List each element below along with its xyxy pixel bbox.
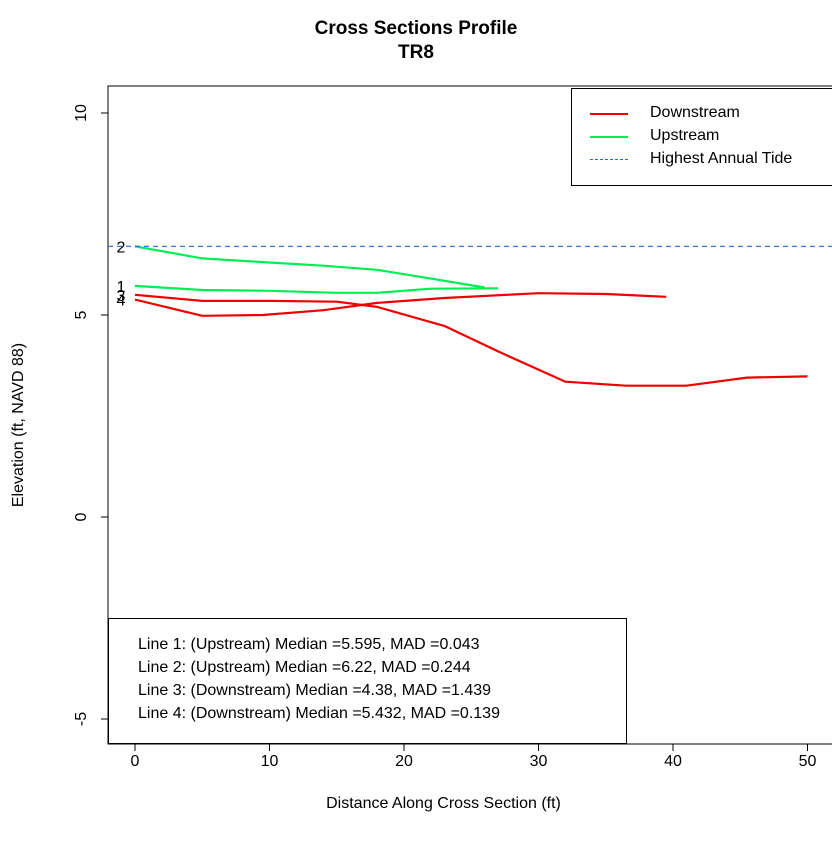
legend-swatch-highest-annual-tide [590, 159, 628, 160]
x-tick-label: 30 [530, 753, 548, 770]
y-tick-label: 0 [73, 512, 90, 521]
x-tick-label: 50 [799, 753, 817, 770]
y-tick-label: 10 [73, 104, 90, 122]
legend-item-highest-annual-tide: Highest Annual Tide [572, 149, 832, 171]
series-line-1-upstream [134, 284, 499, 294]
stats-line-3: Line 3: (Downstream) Median =4.38, MAD =… [138, 682, 492, 699]
y-tick-label: 5 [73, 310, 90, 319]
x-tick-label: 10 [261, 753, 279, 770]
y-tick-label: -5 [73, 712, 90, 726]
legend-swatch-downstream [590, 113, 628, 115]
x-axis-label: Distance Along Cross Section (ft) [326, 795, 561, 812]
line-label-1: 1 [117, 279, 126, 296]
stats-line-2: Line 2: (Upstream) Median =6.22, MAD =0.… [138, 659, 471, 676]
stats-line-4: Line 4: (Downstream) Median =5.432, MAD … [138, 705, 500, 722]
stats-line-1: Line 1: (Upstream) Median =5.595, MAD =0… [138, 636, 480, 653]
stats-box: Line 1: (Upstream) Median =5.595, MAD =0… [108, 618, 627, 744]
line-label-2: 2 [117, 239, 126, 256]
legend-label-downstream: Downstream [650, 104, 740, 121]
series-line-2-upstream [134, 245, 485, 289]
legend-item-downstream: Downstream [572, 103, 832, 125]
line-label-4: 4 [117, 293, 126, 310]
chart-title: Cross Sections Profile [314, 18, 518, 39]
legend: Downstream Upstream Highest Annual Tide [571, 88, 832, 186]
legend-label-highest-annual-tide: Highest Annual Tide [650, 150, 793, 167]
series-line-3-downstream [134, 293, 808, 387]
x-tick-label: 20 [395, 753, 413, 770]
series-line-4-downstream [134, 292, 667, 317]
legend-label-upstream: Upstream [650, 127, 720, 144]
legend-item-upstream: Upstream [572, 126, 832, 148]
x-tick-label: 0 [131, 753, 140, 770]
y-axis-label: Elevation (ft, NAVD 88) [10, 342, 27, 508]
plot-frame [107, 85, 832, 745]
legend-swatch-upstream [590, 136, 628, 138]
x-tick-label: 40 [664, 753, 682, 770]
line-label-3: 3 [117, 288, 126, 305]
chart-subtitle: TR8 [398, 42, 434, 63]
